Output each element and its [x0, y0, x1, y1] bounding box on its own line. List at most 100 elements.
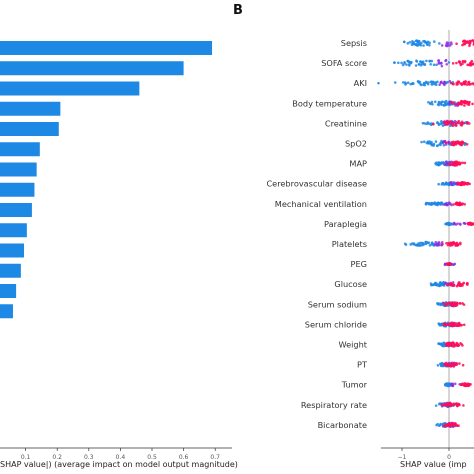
swarm-point: [427, 100, 430, 104]
bars-group: [0, 41, 213, 319]
swarm-point: [414, 64, 418, 67]
swarm-point: [424, 202, 428, 206]
swarm-point: [469, 39, 473, 43]
swarm-point: [426, 40, 430, 44]
x-tick-label: 0.6: [179, 454, 189, 461]
swarm-point: [449, 182, 452, 185]
swarm-point: [466, 63, 469, 67]
swarm-point: [438, 83, 441, 86]
swarm-point: [459, 383, 463, 387]
swarm-point: [465, 41, 469, 44]
swarm-point: [443, 80, 446, 84]
swarm-point: [451, 301, 454, 304]
swarm-point: [448, 262, 452, 266]
feature-label: Creatinine: [325, 118, 367, 128]
swarm-point: [463, 104, 466, 107]
swarm-point: [453, 382, 457, 386]
swarm-point: [459, 202, 463, 206]
swarm-point: [463, 222, 467, 225]
swarm-point: [443, 183, 446, 186]
swarm-row: [436, 361, 465, 368]
feature-label: Body temperature: [292, 98, 367, 108]
swarm-point: [403, 242, 407, 246]
swarm-point: [421, 60, 425, 63]
swarm-point: [427, 81, 430, 84]
feature-labels: Sepsis SOFA score AKI Body temperature Creat…: [266, 38, 368, 430]
swarm-point: [422, 243, 426, 246]
swarm-row: [436, 301, 466, 308]
swarm-point: [455, 284, 459, 288]
swarm-point: [455, 202, 458, 205]
swarm-point: [449, 281, 453, 285]
swarm-point: [436, 364, 440, 367]
swarm-point: [437, 62, 441, 65]
swarm-point: [432, 63, 436, 67]
swarm-point: [447, 61, 451, 64]
swarm-point: [447, 140, 451, 144]
swarm-point: [431, 102, 434, 106]
swarm-point: [420, 83, 423, 87]
swarm-point: [466, 102, 469, 106]
swarm-point: [463, 384, 466, 388]
swarm-point: [429, 142, 433, 146]
swarm-point: [442, 140, 446, 143]
swarm-point: [417, 242, 420, 245]
swarm-point: [430, 283, 433, 287]
swarm-point: [424, 80, 428, 84]
swarm-point: [462, 183, 466, 186]
swarm-point: [442, 104, 446, 107]
swarm-point: [403, 61, 406, 65]
swarm-point: [443, 322, 447, 325]
swarm-point: [444, 59, 447, 63]
swarm-point: [397, 61, 400, 65]
swarm-point: [437, 322, 441, 325]
swarm-point: [440, 119, 443, 123]
swarm-point: [448, 301, 451, 305]
swarm-point: [436, 144, 439, 148]
swarm-row: [444, 221, 474, 227]
x-axis-label-b: SHAP value (imp: [400, 460, 467, 469]
swarm-point: [432, 202, 435, 205]
swarm-row: [393, 79, 474, 87]
swarm-point: [471, 102, 474, 106]
swarm-point: [463, 161, 467, 165]
swarm-point: [463, 59, 467, 63]
bar-8: [0, 182, 35, 197]
swarm-point: [420, 62, 424, 65]
swarm-point: [445, 241, 448, 245]
swarm-point: [377, 82, 380, 85]
x-tick-label: 0.5: [147, 454, 157, 461]
swarm-point: [425, 59, 428, 63]
swarm-row: [437, 321, 466, 328]
feature-label: Serum sodium: [308, 299, 367, 309]
swarm-point: [407, 60, 411, 64]
swarm-point: [459, 82, 462, 85]
swarm-point: [447, 162, 450, 166]
swarm-point: [438, 42, 441, 45]
swarm-point: [440, 240, 444, 244]
swarm-point: [429, 62, 432, 66]
swarm-point: [440, 161, 443, 165]
swarm-point: [449, 202, 452, 205]
swarm-row: [424, 201, 466, 207]
swarm-point: [455, 161, 459, 165]
swarm-point: [401, 81, 405, 84]
swarm-point: [406, 81, 410, 85]
swarm-point: [466, 120, 469, 124]
swarm-point: [468, 42, 471, 46]
swarm-point: [465, 281, 469, 285]
swarm-point: [457, 101, 461, 105]
swarm-point: [443, 120, 446, 123]
swarm-point: [463, 99, 466, 103]
swarm-point: [437, 424, 441, 428]
swarm-point: [393, 81, 397, 84]
swarm-point: [429, 80, 433, 84]
swarm-point: [468, 182, 471, 186]
swarm-point: [463, 82, 467, 86]
swarm-point: [457, 282, 460, 285]
swarm-point: [440, 80, 443, 84]
swarm-point: [447, 41, 450, 45]
swarm-point: [422, 44, 425, 47]
swarm-point: [461, 282, 465, 286]
swarm-point: [450, 284, 454, 287]
